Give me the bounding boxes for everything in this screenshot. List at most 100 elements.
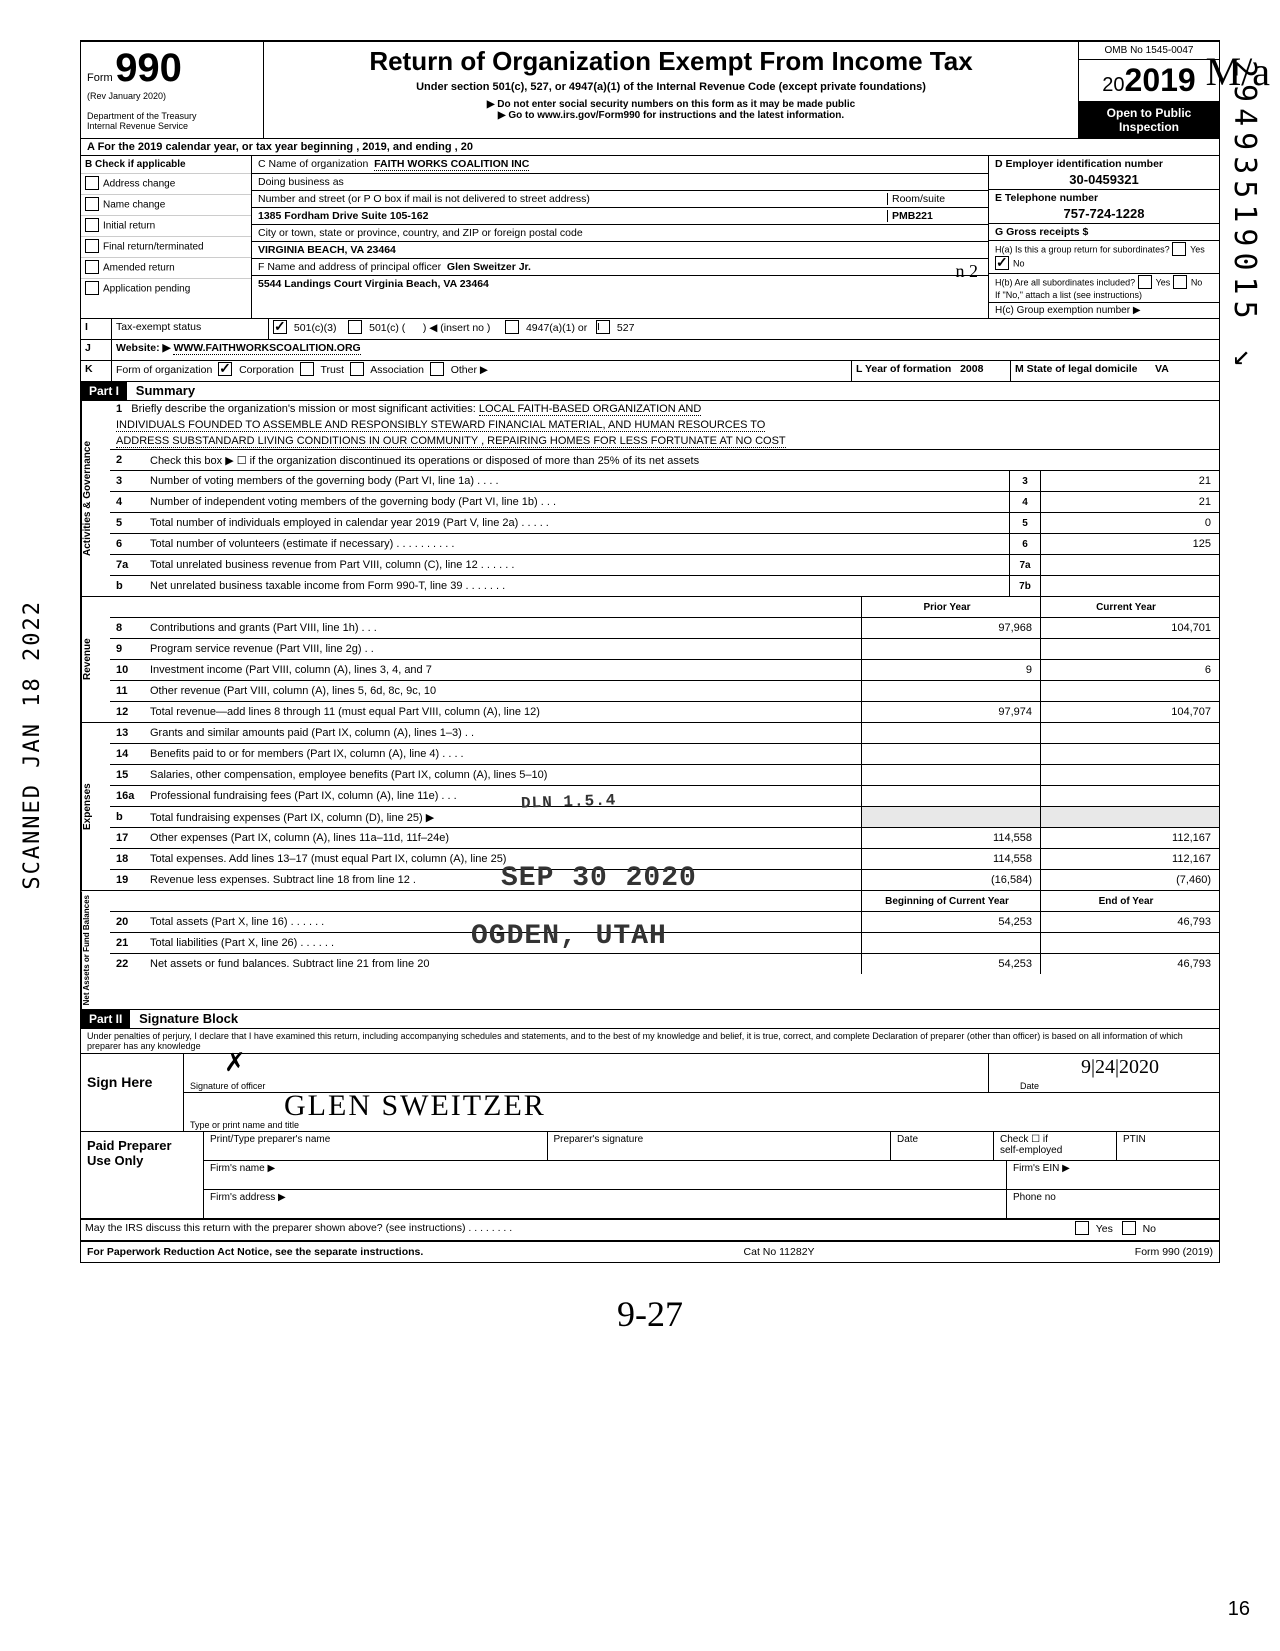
chk-4947[interactable] bbox=[505, 320, 519, 334]
corner-page-number: 16 bbox=[1228, 1598, 1250, 1621]
line-6: Total number of volunteers (estimate if … bbox=[146, 536, 1009, 552]
tab-net-assets: Net Assets or Fund Balances bbox=[81, 891, 110, 1009]
part-i-header-row: Part I Summary bbox=[81, 382, 1219, 401]
h-b-subordinates: H(b) Are all subordinates included? Yes … bbox=[989, 274, 1219, 303]
signature-block: Sign Here ✗ 9|24|2020 Signature of offic… bbox=[81, 1054, 1219, 1132]
summary-expenses: Expenses 13Grants and similar amounts pa… bbox=[81, 723, 1219, 891]
line-12: Total revenue—add lines 8 through 11 (mu… bbox=[146, 704, 861, 720]
f-officer-name: Glen Sweitzer Jr. bbox=[447, 261, 531, 273]
officer-name-line[interactable]: GLEN SWEITZER Type or print name and tit… bbox=[184, 1093, 1219, 1131]
omb-number: OMB No 1545-0047 bbox=[1079, 42, 1219, 60]
preparer-self-employed[interactable]: Check ☐ ifself-employed bbox=[994, 1132, 1117, 1160]
hand-date: 9|24|2020 bbox=[1081, 1056, 1159, 1079]
c-dba-label: Doing business as bbox=[252, 174, 988, 191]
line-10: Investment income (Part VIII, column (A)… bbox=[146, 662, 861, 678]
line-a-calendar-year: A For the 2019 calendar year, or tax yea… bbox=[81, 139, 1219, 156]
part-i-badge: Part I bbox=[81, 382, 127, 400]
col-beginning: Beginning of Current Year bbox=[861, 891, 1040, 911]
part-i-title: Summary bbox=[130, 381, 201, 400]
tab-expenses: Expenses bbox=[81, 723, 110, 890]
line-17: Other expenses (Part IX, column (A), lin… bbox=[146, 830, 861, 846]
chk-trust[interactable] bbox=[300, 362, 314, 376]
chk-other[interactable] bbox=[430, 362, 444, 376]
header-right: OMB No 1545-0047 202019 Open to Public I… bbox=[1079, 42, 1219, 138]
right-margin-code: 29493519015 ↘ bbox=[1227, 60, 1262, 373]
firm-address[interactable]: Firm's address ▶ bbox=[204, 1190, 1007, 1218]
form-number: 990 bbox=[115, 46, 182, 90]
form-revision: (Rev January 2020) bbox=[87, 91, 257, 101]
c-city-label: City or town, state or province, country… bbox=[252, 225, 988, 242]
hand-signature: ✗ bbox=[224, 1048, 246, 1078]
stamp-received-date: SEP 30 2020 bbox=[501, 863, 697, 894]
col-current-year: Current Year bbox=[1040, 597, 1219, 617]
officer-signature-line[interactable]: ✗ 9|24|2020 Signature of officer Date bbox=[184, 1054, 1219, 1093]
paperwork-notice: For Paperwork Reduction Act Notice, see … bbox=[87, 1246, 423, 1258]
line-9: Program service revenue (Part VIII, line… bbox=[146, 641, 861, 657]
c-room-value: PMB221 bbox=[887, 210, 982, 222]
chk-final-return[interactable]: Final return/terminated bbox=[81, 237, 251, 258]
col-prior-year: Prior Year bbox=[861, 597, 1040, 617]
hand-initials-bottom: 9-27 bbox=[80, 1293, 1220, 1335]
chk-amended-return[interactable]: Amended return bbox=[81, 258, 251, 279]
d-ein: D Employer identification number 30-0459… bbox=[989, 156, 1219, 190]
c-street-value: 1385 Fordham Drive Suite 105-162 bbox=[258, 210, 887, 222]
chk-address-change[interactable]: Address change bbox=[81, 174, 251, 195]
box-c-org-info: C Name of organization FAITH WORKS COALI… bbox=[252, 156, 988, 318]
page: 29493519015 ↘ SCANNED JAN 18 2022 16 For… bbox=[0, 0, 1280, 1651]
line-4: Number of independent voting members of … bbox=[146, 494, 1009, 510]
preparer-date-label[interactable]: Date bbox=[891, 1132, 994, 1160]
hand-initials-header: M/a bbox=[1206, 48, 1270, 95]
form-subtitle: Under section 501(c), 527, or 4947(a)(1)… bbox=[270, 81, 1072, 93]
chk-name-change[interactable]: Name change bbox=[81, 195, 251, 216]
stamp-received-dln: DLN 1.5.4 bbox=[521, 791, 617, 812]
line-16b: Total fundraising expenses (Part IX, col… bbox=[146, 809, 861, 826]
preparer-name-label[interactable]: Print/Type preparer's name bbox=[204, 1132, 548, 1160]
c-street-label: Number and street (or P O box if mail is… bbox=[258, 193, 887, 205]
chk-527[interactable]: I bbox=[596, 320, 610, 334]
paid-preparer-block: Paid Preparer Use Only Print/Type prepar… bbox=[81, 1132, 1219, 1220]
line-k-form-of-org: K Form of organization Corporation Trust… bbox=[81, 361, 1219, 382]
line-1-mission: 1 Briefly describe the organization's mi… bbox=[110, 401, 1219, 417]
firm-name[interactable]: Firm's name ▶ bbox=[204, 1161, 1007, 1189]
line-5: Total number of individuals employed in … bbox=[146, 515, 1009, 531]
preparer-ptin-label[interactable]: PTIN bbox=[1117, 1132, 1219, 1160]
f-officer-label: F Name and address of principal officer bbox=[258, 261, 441, 273]
chk-association[interactable] bbox=[350, 362, 364, 376]
left-margin-stamp: SCANNED JAN 18 2022 bbox=[20, 600, 45, 890]
form-note-1: ▶ Do not enter social security numbers o… bbox=[270, 99, 1072, 110]
firm-ein[interactable]: Firm's EIN ▶ bbox=[1007, 1161, 1219, 1189]
paid-preparer-label: Paid Preparer Use Only bbox=[81, 1132, 203, 1218]
line-14: Benefits paid to or for members (Part IX… bbox=[146, 746, 861, 762]
chk-discuss-yes[interactable] bbox=[1075, 1221, 1089, 1235]
g-gross-receipts: G Gross receipts $ bbox=[989, 224, 1219, 241]
form-footer: For Paperwork Reduction Act Notice, see … bbox=[81, 1242, 1219, 1262]
summary-governance: Activities & Governance 1 Briefly descri… bbox=[81, 401, 1219, 597]
mission-line-3: ADDRESS SUBSTANDARD LIVING CONDITIONS IN… bbox=[116, 435, 786, 448]
summary-revenue: Revenue Prior YearCurrent Year 8Contribu… bbox=[81, 597, 1219, 723]
sign-here-label: Sign Here bbox=[81, 1054, 183, 1131]
chk-application-pending[interactable]: Application pending bbox=[81, 279, 251, 299]
line-13: Grants and similar amounts paid (Part IX… bbox=[146, 725, 861, 741]
preparer-signature-label[interactable]: Preparer's signature bbox=[548, 1132, 892, 1160]
firm-phone[interactable]: Phone no bbox=[1007, 1190, 1219, 1218]
header-left: Form 990 (Rev January 2020) Department o… bbox=[81, 42, 264, 138]
chk-initial-return[interactable]: Initial return bbox=[81, 216, 251, 237]
tab-revenue: Revenue bbox=[81, 597, 110, 722]
c-name-label: C Name of organization bbox=[258, 158, 368, 171]
chk-discuss-no[interactable] bbox=[1122, 1221, 1136, 1235]
c-room-label: Room/suite bbox=[887, 193, 982, 205]
e-telephone: E Telephone number 757-724-1228 bbox=[989, 190, 1219, 224]
line-3: Number of voting members of the governin… bbox=[146, 473, 1009, 489]
line-j-website: J Website: ▶ WWW.FAITHWORKSCOALITION.ORG bbox=[81, 340, 1219, 361]
form-ref: Form 990 (2019) bbox=[1135, 1246, 1213, 1258]
cat-number: Cat No 11282Y bbox=[744, 1246, 815, 1258]
line-15: Salaries, other compensation, employee b… bbox=[146, 767, 861, 783]
chk-corporation[interactable] bbox=[218, 362, 232, 376]
chk-501c[interactable] bbox=[348, 320, 362, 334]
c-name-value: FAITH WORKS COALITION INC bbox=[374, 158, 529, 171]
hand-initial-f: n 2 bbox=[956, 261, 979, 282]
hand-printed-name: GLEN SWEITZER bbox=[284, 1089, 546, 1123]
chk-501c3[interactable] bbox=[273, 320, 287, 334]
form-990: Form 990 (Rev January 2020) Department o… bbox=[80, 40, 1220, 1263]
box-b-checkboxes: B Check if applicable Address change Nam… bbox=[81, 156, 252, 318]
